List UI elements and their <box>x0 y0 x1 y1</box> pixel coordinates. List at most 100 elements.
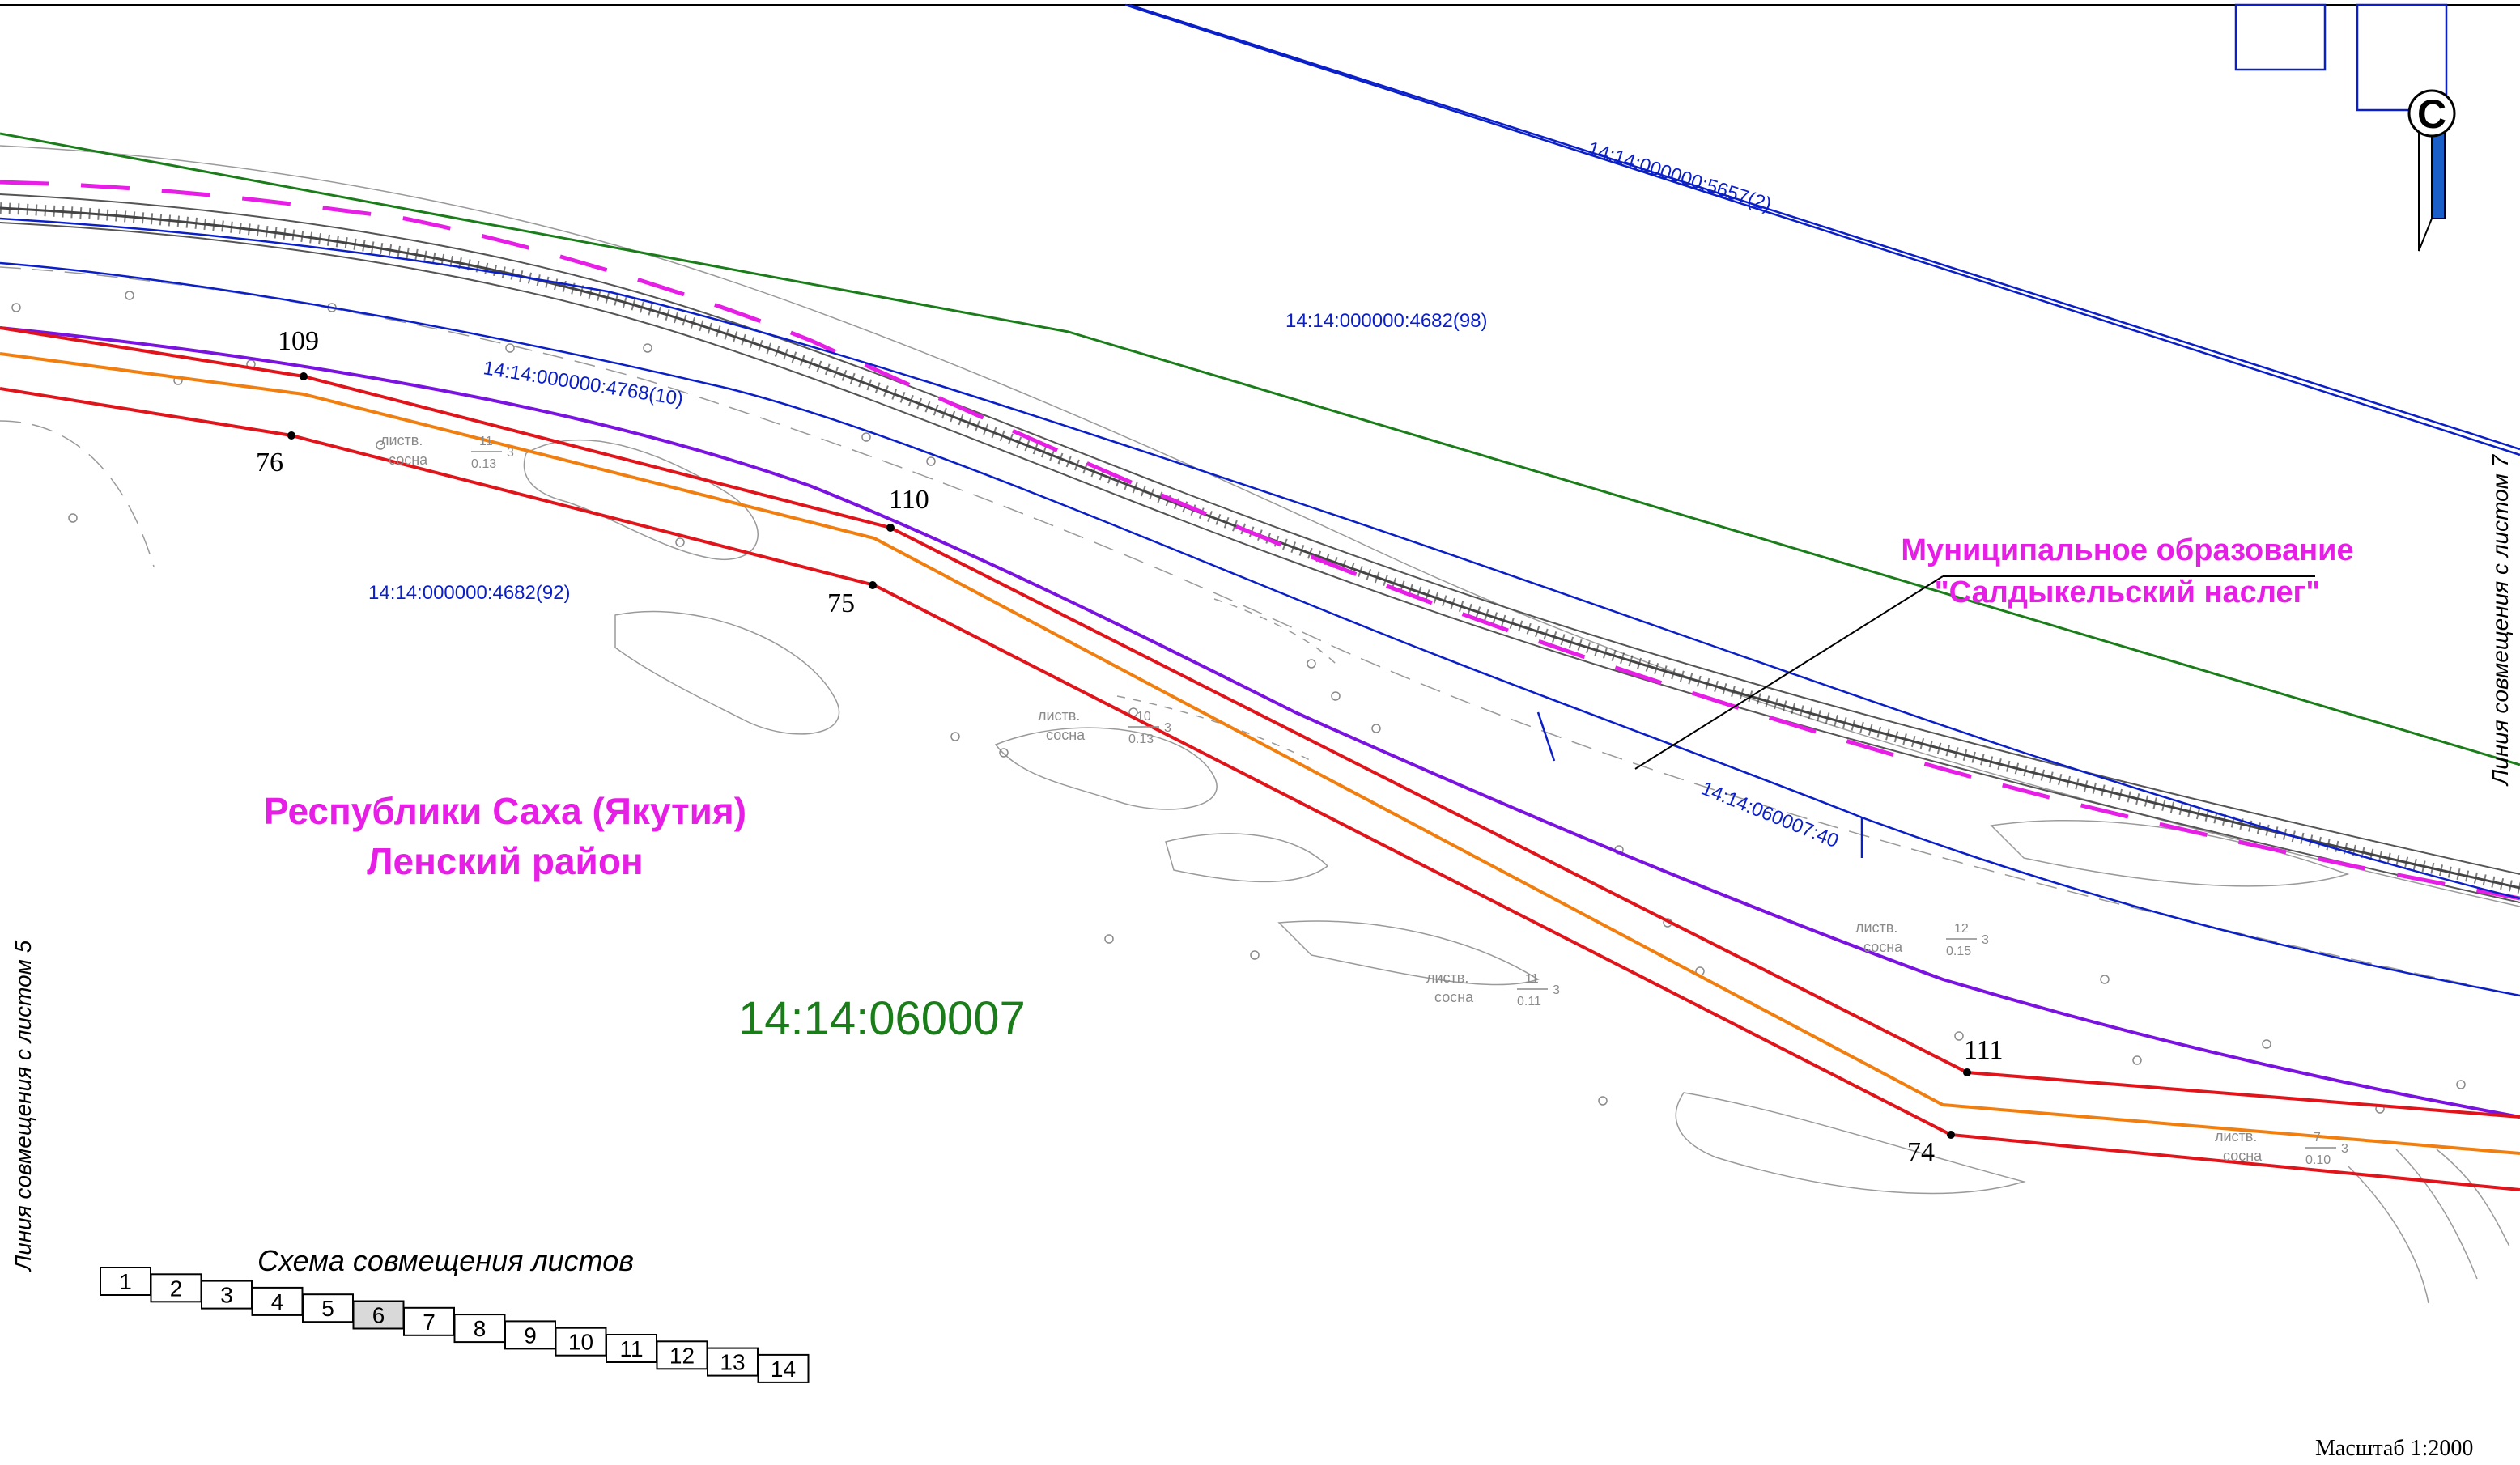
region-district-label: Ленский район <box>367 840 643 882</box>
municipality-leader <box>1634 575 2315 770</box>
sheet-cell-box <box>100 1267 151 1296</box>
point-109: 109 <box>278 326 319 356</box>
scale-label: Масштаб 1:2000 <box>2315 1436 2473 1461</box>
survey-vertices <box>287 372 1971 1139</box>
sheet-cell-number: 12 <box>669 1343 695 1368</box>
veg-type: листв. <box>1426 970 1468 986</box>
sheet-cell-number: 7 <box>423 1310 436 1335</box>
sheet-cell-box <box>251 1286 304 1316</box>
sheet-cell-7: 7 <box>403 1306 455 1336</box>
sheet-cell-box <box>757 1353 810 1383</box>
survey-points <box>11 291 2466 1114</box>
veg-type: листв. <box>2215 1128 2257 1144</box>
veg-height: 7 <box>2314 1131 2321 1144</box>
sheet-cell-9: 9 <box>504 1320 556 1350</box>
sheet-scheme: 1 2 3 4 5 6 7 8 9 10 11 12 13 14 <box>100 1267 810 1383</box>
municipality-label-line2: "Салдыкельский наслег" <box>1935 575 2321 609</box>
veg-height: 10 <box>1137 710 1151 724</box>
scheme-title: Схема совмещения листов <box>257 1244 634 1277</box>
point-111: 111 <box>1964 1035 2003 1065</box>
veg-height: 11 <box>479 435 493 448</box>
sheet-cell-box <box>606 1334 657 1363</box>
municipality-label-line1: Муниципальное образование <box>1901 533 2353 567</box>
sheet-cell-13: 13 <box>707 1347 759 1377</box>
veg-type: листв. <box>1855 919 1897 936</box>
veg-height: 12 <box>1954 922 1969 936</box>
sheet-cell-3: 3 <box>201 1280 253 1310</box>
road-corridor <box>0 193 2520 903</box>
sheet-cell-12: 12 <box>656 1340 708 1370</box>
quarter-number: 14:14:060007 <box>738 992 1026 1045</box>
sheet-cell-10: 10 <box>555 1327 607 1357</box>
sheet-cell-number: 14 <box>771 1357 796 1382</box>
veg-species: сосна <box>389 452 428 468</box>
sheet-cell-14: 14 <box>757 1353 810 1383</box>
point-75: 75 <box>827 588 855 618</box>
terrain-contours <box>0 145 2520 1304</box>
veg-spacing: 3 <box>1164 721 1171 735</box>
sheet-cell-number: 4 <box>271 1289 284 1314</box>
vegetation-note-4: листв. сосна 11 0.11 3 <box>1426 970 1560 1009</box>
green-boundary-line <box>0 132 1069 333</box>
vegetation-note-3: листв. сосна 12 0.15 3 <box>1855 919 1989 958</box>
sheet-cell-number: 1 <box>119 1269 132 1294</box>
sheet-cell-5: 5 <box>302 1293 354 1323</box>
purple-line-lower <box>0 326 2520 1119</box>
veg-species: сосна <box>1863 939 1903 955</box>
veg-species: сосна <box>1434 989 1474 1005</box>
sheet-cell-number: 6 <box>372 1303 385 1328</box>
sheet-cell-11: 11 <box>606 1334 657 1363</box>
veg-height: 11 <box>1525 972 1539 986</box>
parcel-label-4682-98: 14:14:000000:4682(98) <box>1285 310 1488 332</box>
north-arrow-icon: С <box>2407 89 2456 252</box>
sheet-cell-number: 10 <box>568 1330 593 1355</box>
parcel-label-4768: 14:14:000000:4768(10) <box>482 357 685 410</box>
point-110: 110 <box>889 485 929 515</box>
parcel-label-60007-40: 14:14:060007:40 <box>1698 778 1842 853</box>
veg-spacing: 3 <box>1553 983 1560 997</box>
purple-boundary-line <box>0 180 2520 901</box>
red-orange-lines <box>0 326 2520 1191</box>
sheet-cell-8: 8 <box>453 1314 506 1344</box>
point-74: 74 <box>1907 1137 1935 1167</box>
sheet-cell-number: 3 <box>220 1283 233 1308</box>
veg-type: листв. <box>380 432 423 448</box>
sheet-cell-number: 5 <box>321 1296 334 1321</box>
sheet-cell-box <box>302 1293 354 1323</box>
sheet-cell-number: 9 <box>524 1323 537 1348</box>
veg-species: сосна <box>1046 727 1086 743</box>
veg-diameter: 0.11 <box>1517 995 1541 1009</box>
sheet-cell-number: 2 <box>170 1276 183 1301</box>
sheet-cell-number: 8 <box>474 1316 487 1341</box>
veg-spacing: 3 <box>2341 1142 2348 1156</box>
veg-spacing: 3 <box>507 446 514 460</box>
sheet-cell-number: 11 <box>619 1336 643 1361</box>
veg-diameter: 0.10 <box>2305 1153 2331 1167</box>
sheet-cell-6: 6 <box>352 1300 405 1330</box>
point-76: 76 <box>256 448 283 478</box>
sheet-cell-box <box>555 1327 607 1357</box>
sheet-cell-2: 2 <box>150 1273 202 1303</box>
sheet-cell-box <box>656 1340 708 1370</box>
green-boundary-line-2 <box>1068 330 2520 766</box>
sheet-line-left: Линия совмещения с листом 5 <box>11 940 36 1272</box>
veg-diameter: 0.15 <box>1946 945 1971 958</box>
sheet-cell-1: 1 <box>100 1267 151 1296</box>
veg-diameter: 0.13 <box>471 457 496 471</box>
parcel-label-5657: 14:14:000000:5657(2) <box>1585 138 1774 216</box>
vegetation-note-2: листв. сосна 10 0.13 3 <box>1038 707 1171 746</box>
vegetation-note-5: листв. сосна 7 0.10 3 <box>2215 1128 2348 1167</box>
sheet-cell-box <box>504 1320 556 1350</box>
sheet-cell-box <box>707 1347 759 1377</box>
veg-type: листв. <box>1038 707 1080 724</box>
sheet-cell-box <box>201 1280 253 1310</box>
veg-diameter: 0.13 <box>1128 732 1154 746</box>
sheet-cell-4: 4 <box>251 1286 304 1316</box>
sheet-line-right: Линия совмещения с листом 7 <box>2488 453 2513 787</box>
veg-species: сосна <box>2223 1148 2263 1164</box>
sheet-cell-number: 13 <box>720 1350 745 1375</box>
region-republic-label: Республики Саха (Якутия) <box>264 790 746 832</box>
parcel-boundaries <box>0 3 2520 997</box>
vegetation-note-1: листв. сосна 11 0.13 3 <box>380 432 514 471</box>
